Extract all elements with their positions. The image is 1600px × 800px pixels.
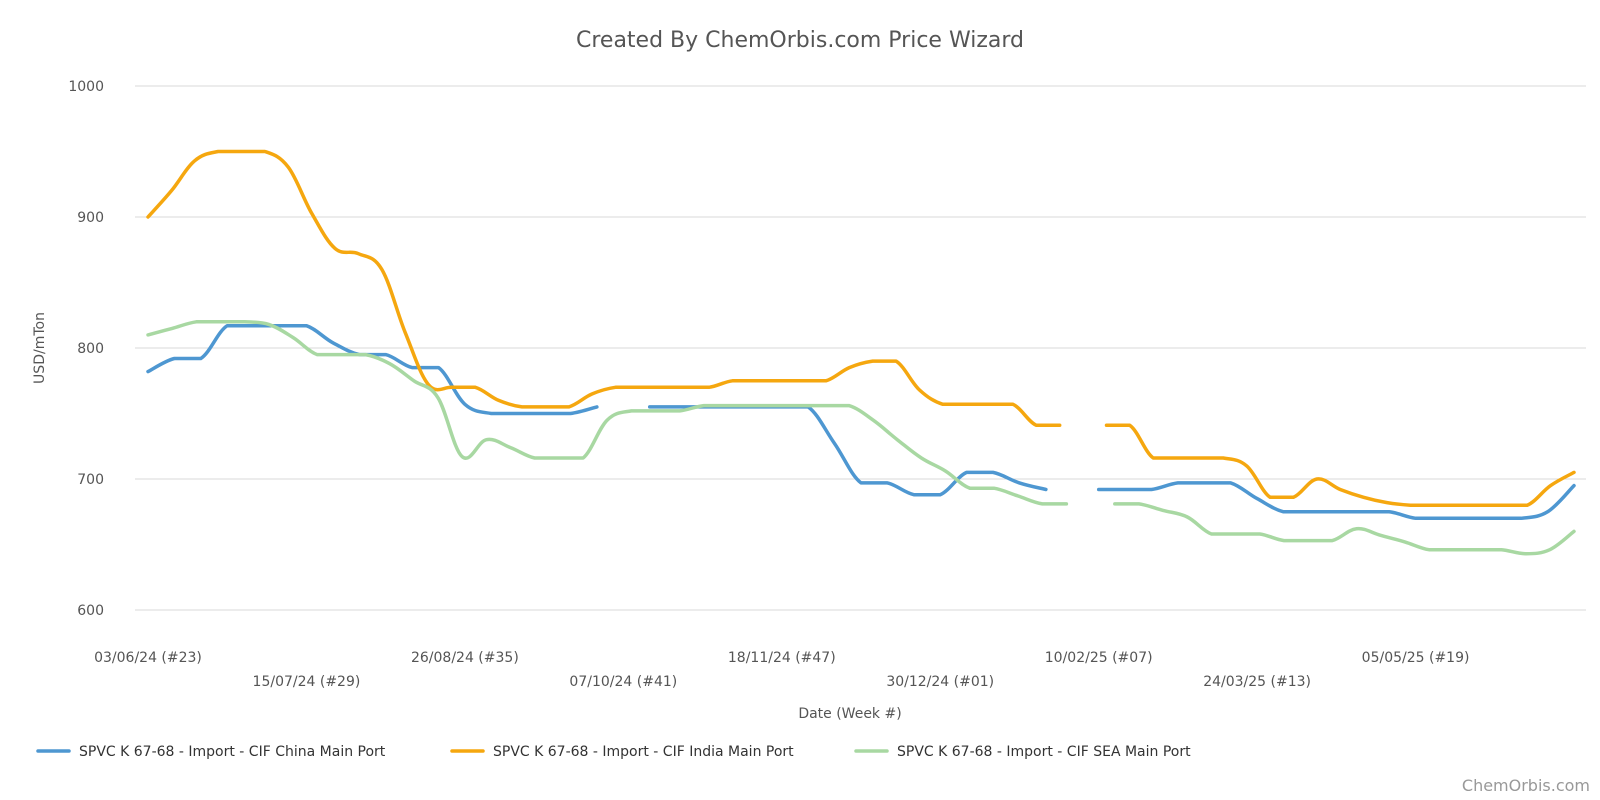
chart-title: Created By ChemOrbis.com Price Wizard (576, 28, 1024, 53)
x-tick-label-1: 15/07/24 (#29) (253, 674, 361, 690)
series-3 (146, 320, 1576, 556)
y-tick-label-700: 700 (77, 472, 104, 488)
series-1-line-segment-2 (647, 405, 1048, 497)
x-tick-label-5: 30/12/24 (#01) (886, 674, 994, 690)
series-1-line-segment-3 (1096, 481, 1576, 521)
x-axis-title: Date (Week #) (798, 706, 901, 722)
x-tick-label-8: 05/05/25 (#19) (1362, 650, 1470, 666)
x-tick-labels: 03/06/24 (#23) 15/07/24 (#29) 26/08/24 (#3… (94, 650, 1469, 690)
y-tick-label-800: 800 (77, 341, 104, 357)
series-3-line-segment-1 (146, 320, 1069, 506)
series-2 (146, 149, 1576, 507)
x-tick-label-4: 18/11/24 (#47) (728, 650, 836, 666)
x-tick-label-6: 10/02/25 (#07) (1045, 650, 1153, 666)
x-tick-label-7: 24/03/25 (#13) (1203, 674, 1311, 690)
chemorbis-credit[interactable]: ChemOrbis.com (1462, 776, 1590, 795)
y-tick-label-1000: 1000 (68, 79, 104, 95)
x-tick-label-2: 26/08/24 (#35) (411, 650, 519, 666)
y-tick-labels: 600 700 800 900 1000 (68, 79, 104, 619)
y-tick-label-900: 900 (77, 210, 104, 226)
legend: SPVC K 67-68 - Import - CIF China Main P… (36, 744, 1191, 760)
series-1-line-segment-1 (146, 323, 599, 416)
series-3-line-segment-2 (1113, 502, 1576, 556)
legend-item-2[interactable]: SPVC K 67-68 - Import - CIF India Main P… (493, 744, 794, 760)
y-tick-label-600: 600 (77, 603, 104, 619)
series-lines (146, 149, 1576, 556)
legend-item-3[interactable]: SPVC K 67-68 - Import - CIF SEA Main Por… (897, 744, 1191, 760)
y-axis-title: USD/mTon (32, 312, 48, 384)
y-gridlines (135, 85, 1586, 611)
x-tick-label-3: 07/10/24 (#41) (569, 674, 677, 690)
legend-item-1[interactable]: SPVC K 67-68 - Import - CIF China Main P… (79, 744, 386, 760)
series-2-line-segment-2 (1104, 423, 1576, 507)
series-2-line-segment-1 (146, 149, 1062, 428)
x-tick-label-0: 03/06/24 (#23) (94, 650, 202, 666)
